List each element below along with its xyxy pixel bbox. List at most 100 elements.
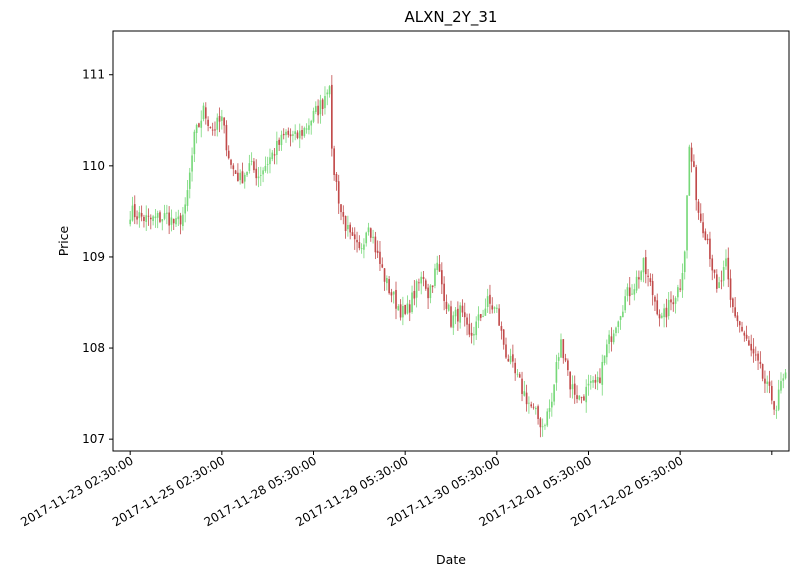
candle-body [431,285,434,288]
candle-body [296,132,299,138]
candle-body [665,307,668,318]
candle-body [784,372,787,379]
candle-body [310,120,313,126]
candle-body [204,107,207,119]
candle-body [395,289,397,309]
candle-body [429,285,432,299]
candle-body [528,402,530,404]
candle-body [386,278,388,284]
candle-body [461,305,464,313]
candle-body [342,212,345,217]
candle-body [619,316,622,320]
candle-body [660,315,663,318]
candle-body [496,307,498,309]
candle-body [764,378,766,384]
candle-body [681,272,684,291]
candle-body [214,129,216,131]
candle-body [179,215,182,225]
candle-body [729,278,732,300]
candle-body [402,305,404,318]
candle-body [677,287,679,298]
candle-body [143,216,145,222]
candle-body [521,378,523,394]
candle-body [624,296,626,311]
candle-body [697,201,700,213]
candle-body [248,163,251,171]
candle-body [140,213,143,217]
candle-body [230,159,232,165]
candle-body [200,120,203,128]
candle-body [470,332,473,336]
candle-body [502,329,505,345]
candle-body [356,239,358,243]
candle-body [523,391,526,396]
candle-body [551,401,553,408]
candle-body [589,381,592,383]
candle-body [695,167,698,201]
candle-body [353,234,356,240]
candle-body [399,304,402,318]
candle-body [136,216,138,220]
candle-body [734,307,736,317]
candle-body [709,238,711,260]
y-axis: 107 108 109 110 111 [82,68,113,446]
candle-body [347,224,349,230]
candle-body [642,257,645,273]
candle-body [580,397,583,398]
candle-body [658,314,661,319]
candle-body [237,172,239,182]
candle-body [298,130,301,139]
candle-body [301,130,303,136]
candle-body [663,308,665,318]
candle-body [166,212,168,214]
candle-body [390,292,393,296]
candle-body [207,119,209,126]
candle-body [383,268,386,282]
candle-body [418,282,420,284]
candle-body [711,258,714,271]
candle-body [443,283,445,302]
candle-body [557,357,560,361]
candle-body [159,212,161,222]
candle-body [202,105,205,120]
candle-body [583,396,585,401]
candle-body [553,384,555,402]
candle-body [406,303,409,314]
candle-body [198,123,200,127]
candle-body [601,361,604,385]
candle-body [152,216,154,222]
candle-body [631,293,633,295]
candle-body [312,110,315,122]
candle-body [161,219,164,222]
candle-body [324,95,326,109]
candle-body [514,362,516,374]
candle-body [335,173,338,182]
candle-body [328,86,331,95]
candle-body [232,165,235,170]
candle-body [585,386,588,403]
candle-body [546,411,549,426]
candle-body [612,333,615,343]
candle-body [507,358,510,362]
candle-body [273,154,276,156]
candle-body [452,315,455,328]
candles-group [129,75,787,438]
candle-body [782,378,785,381]
candle-body [626,287,629,296]
candle-body [706,238,709,241]
candle-body [617,321,620,328]
candle-body [349,224,351,233]
candle-body [216,117,219,130]
candle-body [321,99,324,109]
candle-body [234,170,237,174]
candle-body [381,264,384,268]
candle-body [282,133,285,136]
candle-body [317,105,319,116]
candle-body [344,216,347,231]
candle-body [576,395,578,400]
candle-body [539,418,542,428]
candle-body [530,404,533,407]
candle-body [699,213,702,222]
candle-body [571,384,574,390]
